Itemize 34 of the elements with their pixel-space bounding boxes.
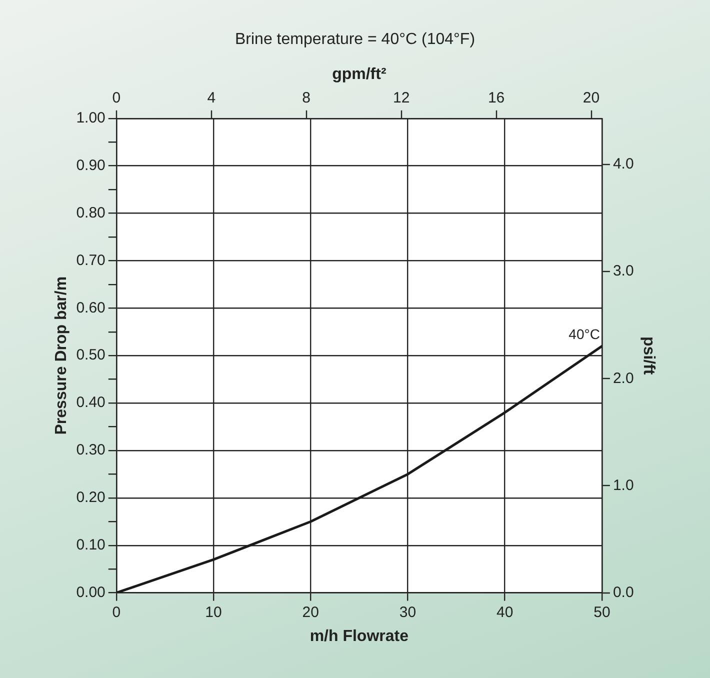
y-tick-label: 0.90 — [76, 156, 106, 174]
x2-tick-label: 20 — [582, 90, 600, 107]
y-tick-label: 0.70 — [76, 252, 106, 269]
y-tick-label: 0.10 — [76, 536, 106, 554]
y-tick-label: 0.60 — [76, 299, 106, 316]
y2-tick-label: 2.0 — [612, 370, 634, 387]
y-tick-label: 1.00 — [76, 110, 106, 127]
x-tick-label: 10 — [205, 604, 222, 621]
y-tick-label: 0.30 — [76, 442, 106, 459]
x2-tick-label: 8 — [302, 90, 311, 107]
y2-tick-label: 3.0 — [612, 262, 634, 280]
y-tick-label: 0.50 — [76, 346, 106, 364]
x-tick-label: 50 — [594, 604, 610, 621]
y-tick-label: 0.40 — [76, 394, 106, 412]
y-tick-label: 0.00 — [76, 584, 106, 601]
x2-tick-label: 0 — [112, 90, 121, 107]
y2-tick-label: 0.0 — [612, 584, 634, 601]
y2-tick-label: 4.0 — [612, 156, 634, 173]
y-axis-title: Pressure Drop bar/m — [53, 276, 70, 435]
y2-axis-title: psi/ft — [640, 336, 657, 376]
y-tick-label: 0.20 — [76, 489, 106, 506]
x-tick-label: 30 — [399, 604, 416, 621]
x2-tick-label: 16 — [488, 90, 505, 107]
x-tick-label: 0 — [112, 604, 121, 621]
x-axis-title: m/h Flowrate — [310, 628, 409, 645]
x2-tick-label: 12 — [392, 90, 410, 107]
y-tick-label: 0.80 — [76, 204, 106, 222]
chart-title: Brine temperature = 40°C (104°F) — [234, 31, 476, 48]
x-tick-label: 40 — [496, 604, 514, 621]
x-tick-label: 20 — [302, 604, 319, 621]
x2-tick-label: 4 — [207, 90, 216, 107]
y2-tick-label: 1.0 — [612, 476, 634, 494]
annotation: 40°C — [568, 326, 600, 342]
x2-axis-title: gpm/ft² — [332, 66, 386, 84]
